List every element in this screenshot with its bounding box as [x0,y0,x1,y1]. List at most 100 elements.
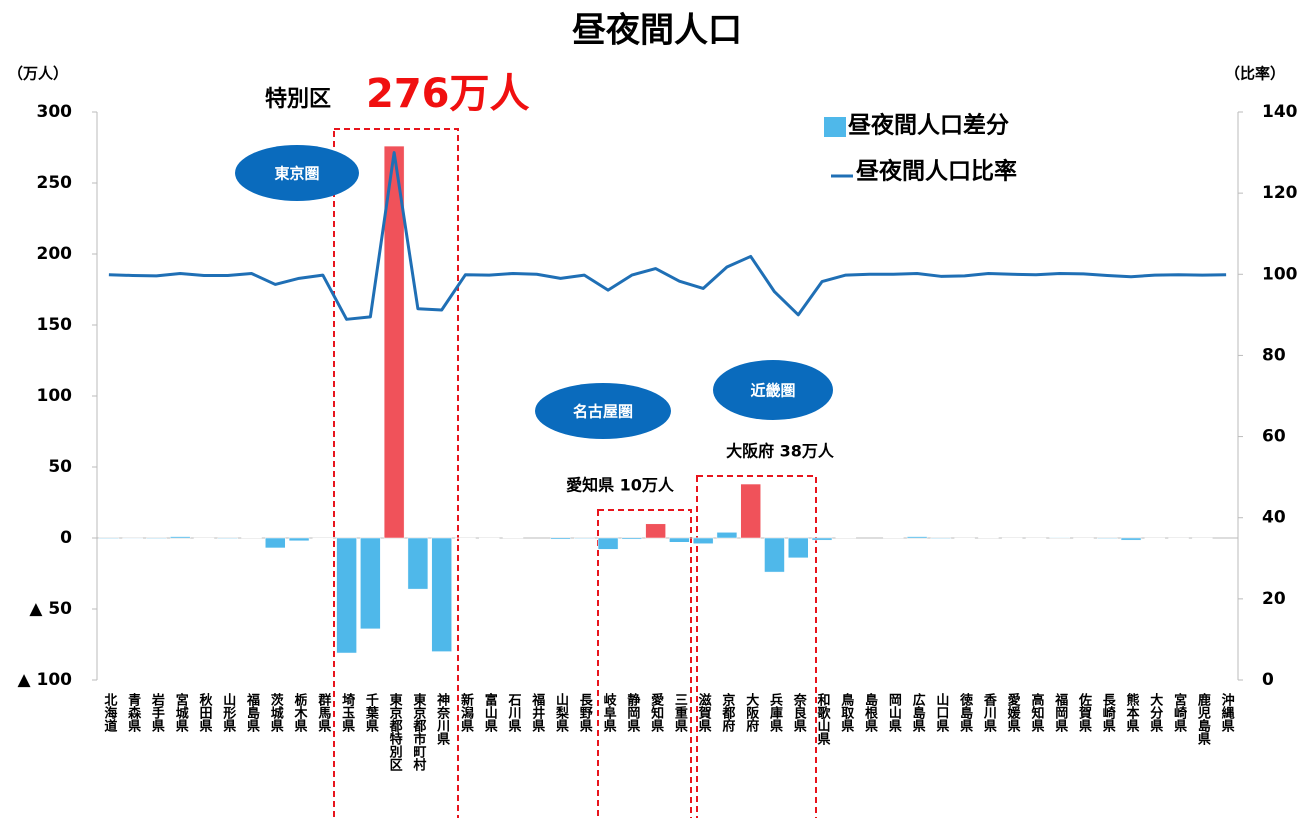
x-tick-label: 新潟県 [458,692,474,733]
bar [1049,537,1070,539]
x-tick-label: 熊本県 [1124,692,1140,733]
x-tick-label: 岐阜県 [601,692,617,733]
legend-swatch [824,117,846,137]
x-tick-label: 沖縄県 [1219,692,1235,733]
bar [407,537,429,590]
x-tick-label: 愛知県 [648,692,664,733]
bar [597,537,619,550]
x-tick-label: 山梨県 [553,692,570,733]
bar [787,537,809,559]
y2-tick-label: 0 [1262,670,1274,690]
y-tick-label: 250 [37,173,73,193]
x-tick-label: 福島県 [244,692,261,733]
line [108,151,1227,321]
region-bubble [235,145,359,201]
bar [383,145,405,539]
bar [217,537,238,539]
x-tick-label: 東京都特別区 [387,692,404,772]
bar [336,537,357,654]
bar [265,537,286,549]
legend-label: 昼夜間人口差分 [848,112,1009,139]
bar [360,537,381,630]
bar [716,532,738,539]
y2-tick-label: 120 [1262,183,1298,203]
x-tick-label: 宮崎県 [1171,692,1187,733]
x-tick-label: 千葉県 [363,692,380,733]
bar [692,537,714,544]
y2-axis-label: （比率） [1225,65,1285,83]
bar [906,536,928,539]
x-tick-label: 岡山県 [886,693,902,733]
x-tick-label: 大分県 [1147,692,1163,733]
x-tick-label: 神奈川県 [434,692,451,746]
y2-tick-label: 140 [1262,102,1298,122]
x-tick-label: 香川県 [981,692,998,733]
bar [146,537,167,539]
x-tick-label: 滋賀県 [696,692,713,733]
bar [1120,537,1142,541]
x-tick-label: 兵庫県 [767,692,783,733]
x-tick-label: 鳥取県 [838,692,854,733]
bar [169,536,191,539]
x-tick-label: 山口県 [933,692,949,733]
bar [621,537,643,540]
y-axis-label: （万人） [8,65,68,83]
bar [288,537,310,542]
x-tick-label: 和歌山県 [815,692,831,746]
region-bubble [535,383,671,439]
x-tick-label: 長崎県 [1100,693,1116,733]
x-tick-label: 茨城県 [268,692,284,733]
region-bubble [713,360,833,420]
annotation: 大阪府 38万人 [726,442,835,461]
x-tick-label: 奈良県 [791,692,808,733]
bar [431,537,452,652]
bar [740,483,761,539]
bar [811,537,833,541]
annotation: 276万人 [366,71,530,117]
bar [930,537,952,539]
x-tick-label: 栃木県 [292,692,309,733]
bar [1097,537,1118,539]
chart-title: 昼夜間人口 [572,11,742,51]
y-tick-label: 300 [37,102,73,122]
y2-tick-label: 80 [1262,345,1286,365]
bar [574,537,595,539]
x-tick-label: 青森県 [125,692,141,733]
x-tick-label: 宮城県 [173,692,189,733]
x-tick-label: 鹿児島県 [1195,692,1212,746]
region-box [597,509,692,818]
x-tick-label: 京都府 [719,692,736,733]
bar [550,537,571,540]
region-box [696,475,817,818]
y2-tick-label: 100 [1262,264,1298,284]
x-tick-label: 大阪府 [743,692,759,733]
x-tick-label: 群馬県 [315,692,331,733]
x-tick-label: 広島県 [910,692,926,733]
annotation: 特別区 [265,86,331,112]
x-tick-label: 高知県 [1028,692,1044,733]
y2-tick-label: 60 [1262,427,1286,447]
y-tick-label: 150 [37,315,73,335]
x-tick-label: 石川県 [505,693,522,733]
x-tick-label: 愛媛県 [1005,692,1022,733]
x-tick-label: 岩手県 [149,692,166,733]
x-tick-label: 山形県 [220,692,236,733]
x-tick-label: 三重県 [672,693,688,733]
annotation: 近畿圏 [750,382,795,400]
region-box [333,128,459,818]
y-tick-label: 100 [37,386,73,406]
bar [669,537,690,543]
legend-label: 昼夜間人口比率 [856,158,1017,185]
x-tick-label: 福井県 [529,692,546,733]
annotation: 東京圏 [274,165,319,183]
y2-tick-label: 40 [1262,508,1286,528]
y-tick-label: ▲ 50 [29,599,72,619]
x-tick-label: 島根県 [862,692,878,733]
annotation: 愛知県 10万人 [566,476,675,495]
x-tick-label: 静岡県 [624,692,640,733]
y-tick-label: 50 [48,457,72,477]
x-tick-label: 長野県 [577,693,593,733]
bar [764,537,785,573]
x-tick-label: 東京都市町村 [410,692,427,772]
